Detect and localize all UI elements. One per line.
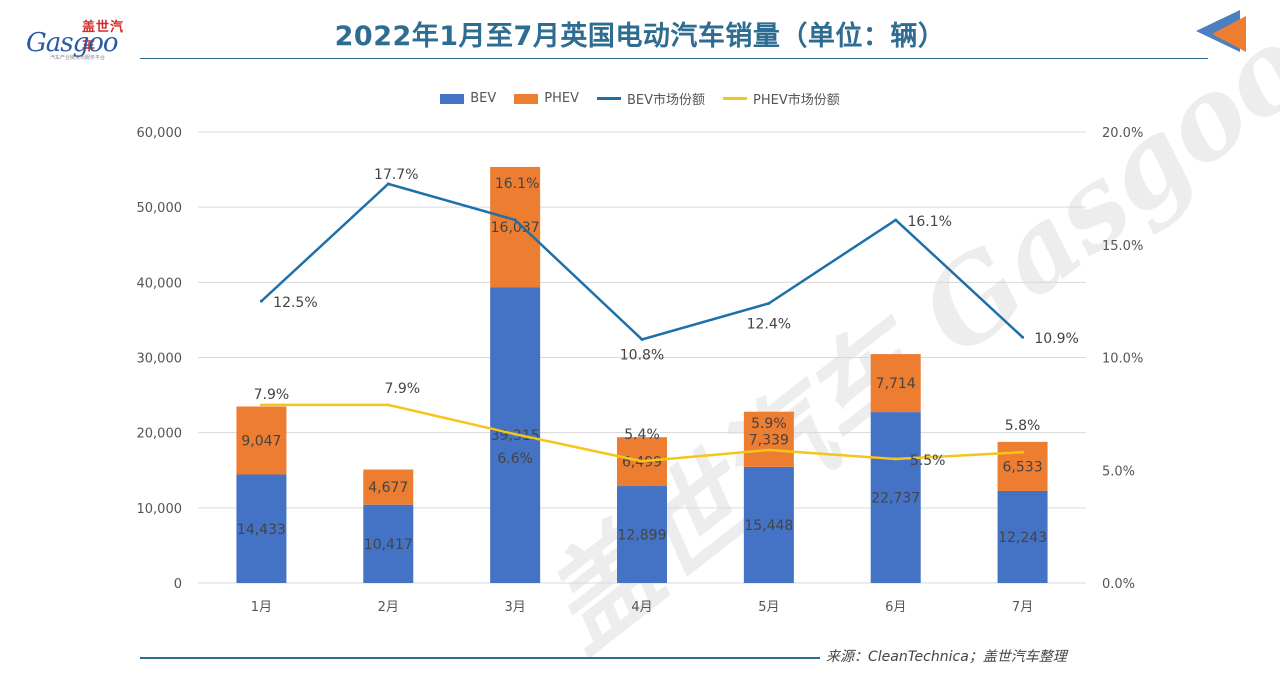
bar-phev <box>870 354 921 413</box>
legend-label: PHEV <box>544 91 579 106</box>
y-right-tick-label: 15.0% <box>1102 239 1143 254</box>
y-left-tick-label: 30,000 <box>137 352 183 367</box>
bev-share-value-label: 10.8% <box>620 347 664 363</box>
header-divider <box>140 58 1208 59</box>
arrow-left-icon <box>1196 10 1246 52</box>
phev-share-point <box>386 403 390 407</box>
page-title: 2022年1月至7月英国电动汽车销量（单位：辆） <box>334 21 946 52</box>
phev-share-point <box>640 459 644 463</box>
phev-share-value-label: 5.4% <box>624 427 660 443</box>
x-tick-label: 7月 <box>1012 600 1033 615</box>
bar-bev-label: 22,737 <box>871 491 920 507</box>
phev-share-point <box>1021 450 1025 454</box>
legend-swatch <box>723 97 748 100</box>
phev-share-value-label: 5.9% <box>751 416 787 432</box>
bar-phev-label: 4,677 <box>368 480 408 496</box>
legend-item-1: PHEV <box>514 89 579 108</box>
legend-swatch <box>597 97 621 100</box>
logo-chinese-text: 盖世汽车 <box>82 20 125 54</box>
phev-share-point <box>259 403 263 407</box>
bar-phev-label: 6,533 <box>1003 459 1043 475</box>
bev-share-value-label: 16.1% <box>907 214 951 230</box>
bar-bev-label: 12,243 <box>998 530 1047 546</box>
phev-share-value-label: 5.8% <box>1005 418 1041 434</box>
legend-label: PHEV市场份额 <box>753 93 840 108</box>
y-left-tick-label: 10,000 <box>137 502 183 517</box>
logo-tagline: 汽车产业链资讯服务平台 <box>50 55 106 61</box>
bar-bev <box>997 490 1048 583</box>
bev-share-point <box>640 337 644 341</box>
phev-share-point <box>767 448 771 452</box>
phev-share-point <box>894 457 898 461</box>
gasgoo-logo[interactable]: 盖世汽车 Gasgoo 汽车产业链资讯服务平台 <box>20 14 135 61</box>
x-tick-label: 6月 <box>885 600 906 615</box>
bev-share-point <box>513 218 517 222</box>
y-left-tick-label: 20,000 <box>137 427 183 442</box>
bev-share-value-label: 17.7% <box>374 167 418 183</box>
x-tick-label: 1月 <box>251 600 272 615</box>
sales-chart: 0 10,000 20,000 30,000 40,000 50,000 60,000 0.0… <box>137 126 1144 615</box>
bar-bev-label: 12,899 <box>618 528 667 544</box>
phev-share-value-label: 5.5% <box>910 453 946 469</box>
logo-english-text: Gasgoo <box>26 28 119 58</box>
bev-share-value-label: 12.4% <box>747 316 791 332</box>
bar-bev-label: 10,417 <box>364 537 413 553</box>
phev-share-value-label: 7.9% <box>254 387 290 403</box>
bev-share-point <box>894 218 898 222</box>
legend-swatch <box>514 93 539 104</box>
legend-label: BEV <box>470 91 497 106</box>
bev-share-point <box>1021 335 1025 339</box>
legend-item-3: PHEV市场份额 <box>723 89 840 108</box>
phev-share-value-label: 7.9% <box>384 381 420 397</box>
footer-divider <box>140 657 820 659</box>
y-left-tick-label: 60,000 <box>137 126 183 141</box>
bev-share-value-label: 12.5% <box>273 295 317 311</box>
legend-item-0: BEV <box>440 89 496 108</box>
bar-bev <box>870 412 921 583</box>
bar-bev <box>617 486 667 583</box>
bar-bev <box>743 466 794 583</box>
y-left-tick-label: 50,000 <box>137 201 183 216</box>
bar-phev-label: 7,714 <box>876 376 916 392</box>
bar-phev <box>997 441 1048 491</box>
y-left-tick-label: 0 <box>174 577 182 592</box>
x-tick-label: 5月 <box>758 600 779 615</box>
y-right-tick-label: 0.0% <box>1102 577 1135 592</box>
bev-share-value-label: 16.1% <box>495 176 539 192</box>
bev-share-point <box>767 301 771 305</box>
bar-bev <box>236 474 287 583</box>
bar-bev-label: 15,448 <box>744 518 793 534</box>
bar-phev <box>363 469 414 505</box>
bev-share-value-label: 10.9% <box>1034 331 1078 347</box>
legend-item-2: BEV市场份额 <box>597 89 705 108</box>
y-left-tick-label: 40,000 <box>137 276 183 291</box>
header: 盖世汽车 Gasgoo 汽车产业链资讯服务平台 2022年1月至7月英国电动汽车… <box>0 0 1280 62</box>
bar-phev <box>490 166 541 288</box>
bar-bev-label: 14,433 <box>237 522 286 538</box>
chart-legend: BEV PHEV BEV市场份额 PHEV市场份额 <box>0 89 1280 108</box>
phev-share-point <box>513 432 517 436</box>
bar-phev <box>743 411 794 467</box>
bar-bev <box>363 504 414 583</box>
bev-share-point <box>386 182 390 186</box>
bar-phev <box>236 406 287 475</box>
source-note: 来源：CleanTechnica；盖世汽车整理 <box>826 649 1067 665</box>
phev-share-value-label: 6.6% <box>497 451 533 467</box>
y-right-tick-label: 20.0% <box>1102 126 1143 141</box>
y-right-tick-label: 5.0% <box>1102 464 1135 479</box>
bar-phev-label: 16,037 <box>491 220 540 236</box>
legend-swatch <box>440 93 465 104</box>
bev-share-point <box>259 299 263 303</box>
x-tick-label: 3月 <box>505 600 526 615</box>
x-tick-label: 4月 <box>631 600 652 615</box>
x-tick-label: 2月 <box>378 600 399 615</box>
legend-label: BEV市场份额 <box>627 93 706 108</box>
bar-phev-label: 7,339 <box>749 432 789 448</box>
bar-phev-label: 9,047 <box>241 434 281 450</box>
y-right-tick-label: 10.0% <box>1102 352 1143 367</box>
